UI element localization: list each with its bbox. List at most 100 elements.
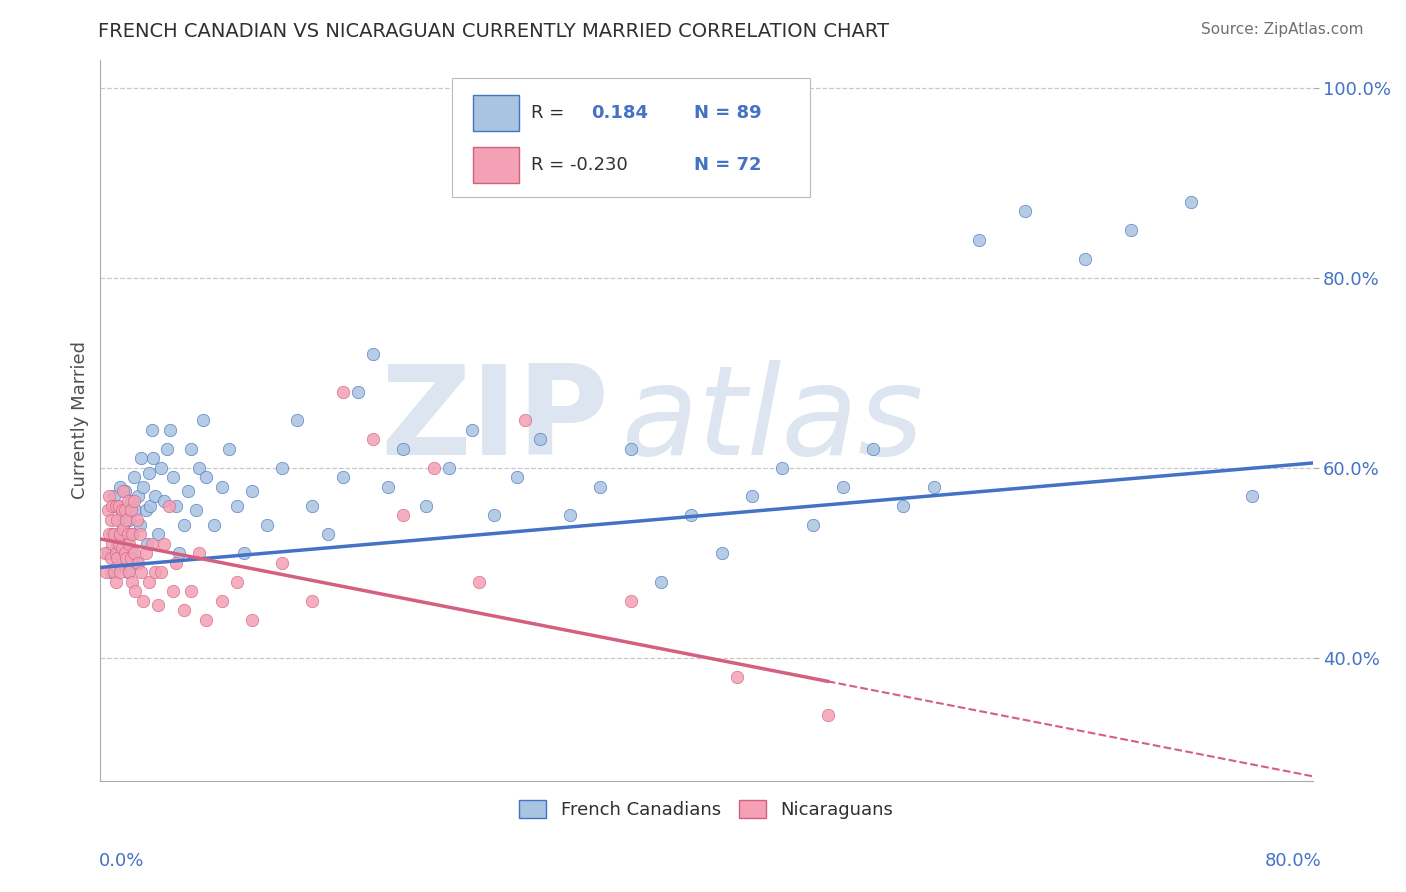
Point	[202, 517, 225, 532]
Text: 0.0%: 0.0%	[98, 852, 143, 870]
Point	[332, 384, 354, 399]
Point	[316, 527, 339, 541]
Y-axis label: Currently Married: Currently Married	[72, 342, 89, 500]
Point	[142, 451, 165, 466]
Point	[97, 546, 120, 560]
Point	[817, 707, 839, 722]
Point	[460, 423, 482, 437]
Point	[893, 499, 915, 513]
Point	[104, 499, 127, 513]
Point	[332, 470, 354, 484]
Point	[146, 599, 169, 613]
Point	[107, 499, 129, 513]
Point	[361, 432, 384, 446]
Point	[103, 489, 125, 503]
Point	[118, 537, 141, 551]
Point	[121, 527, 143, 541]
Point	[156, 442, 179, 456]
Point	[620, 593, 643, 607]
Point	[127, 556, 149, 570]
Point	[143, 489, 166, 503]
Point	[117, 494, 139, 508]
Point	[173, 603, 195, 617]
Point	[361, 347, 384, 361]
Point	[529, 432, 551, 446]
Point	[103, 565, 125, 579]
Point	[129, 565, 152, 579]
Point	[184, 503, 207, 517]
Point	[105, 550, 128, 565]
Point	[195, 613, 218, 627]
Point	[422, 460, 444, 475]
Point	[162, 470, 184, 484]
Point	[121, 574, 143, 589]
Point	[112, 484, 135, 499]
Point	[167, 546, 190, 560]
Point	[108, 480, 131, 494]
Point	[141, 423, 163, 437]
Point	[120, 494, 142, 508]
Point	[97, 503, 120, 517]
Point	[122, 494, 145, 508]
Point	[112, 523, 135, 537]
Point	[110, 508, 132, 523]
FancyBboxPatch shape	[451, 78, 810, 196]
Point	[112, 517, 135, 532]
Point	[710, 546, 733, 560]
Point	[121, 527, 143, 541]
Point	[100, 550, 122, 565]
Point	[392, 508, 415, 523]
Point	[180, 442, 202, 456]
Point	[129, 451, 152, 466]
Point	[741, 489, 763, 503]
Point	[831, 480, 853, 494]
Point	[128, 527, 150, 541]
Point	[115, 550, 138, 565]
Point	[1180, 194, 1202, 209]
Point	[558, 508, 581, 523]
Text: 80.0%: 80.0%	[1265, 852, 1322, 870]
Point	[114, 484, 136, 499]
Text: 0.184: 0.184	[592, 103, 648, 121]
Point	[377, 480, 399, 494]
Point	[589, 480, 612, 494]
Point	[98, 527, 121, 541]
Point	[124, 503, 146, 517]
Point	[162, 584, 184, 599]
Point	[103, 527, 125, 541]
Point	[127, 489, 149, 503]
Point	[153, 537, 176, 551]
Point	[1014, 204, 1036, 219]
Point	[165, 556, 187, 570]
Point	[1074, 252, 1097, 266]
Point	[157, 499, 180, 513]
Point	[159, 423, 181, 437]
Point	[173, 517, 195, 532]
Point	[415, 499, 437, 513]
Point	[225, 574, 247, 589]
Point	[107, 537, 129, 551]
Point	[862, 442, 884, 456]
Point	[128, 517, 150, 532]
Point	[125, 556, 148, 570]
Point	[138, 574, 160, 589]
Point	[118, 513, 141, 527]
Point	[114, 546, 136, 560]
Text: atlas: atlas	[621, 359, 924, 481]
Point	[115, 537, 138, 551]
Point	[225, 499, 247, 513]
Point	[115, 513, 138, 527]
Point	[117, 527, 139, 541]
Point	[100, 513, 122, 527]
Point	[506, 470, 529, 484]
Point	[107, 527, 129, 541]
Point	[650, 574, 672, 589]
Point	[120, 503, 142, 517]
Text: N = 89: N = 89	[695, 103, 762, 121]
Point	[132, 480, 155, 494]
Point	[392, 442, 415, 456]
Point	[112, 556, 135, 570]
Point	[108, 527, 131, 541]
Point	[101, 537, 124, 551]
Point	[110, 541, 132, 556]
